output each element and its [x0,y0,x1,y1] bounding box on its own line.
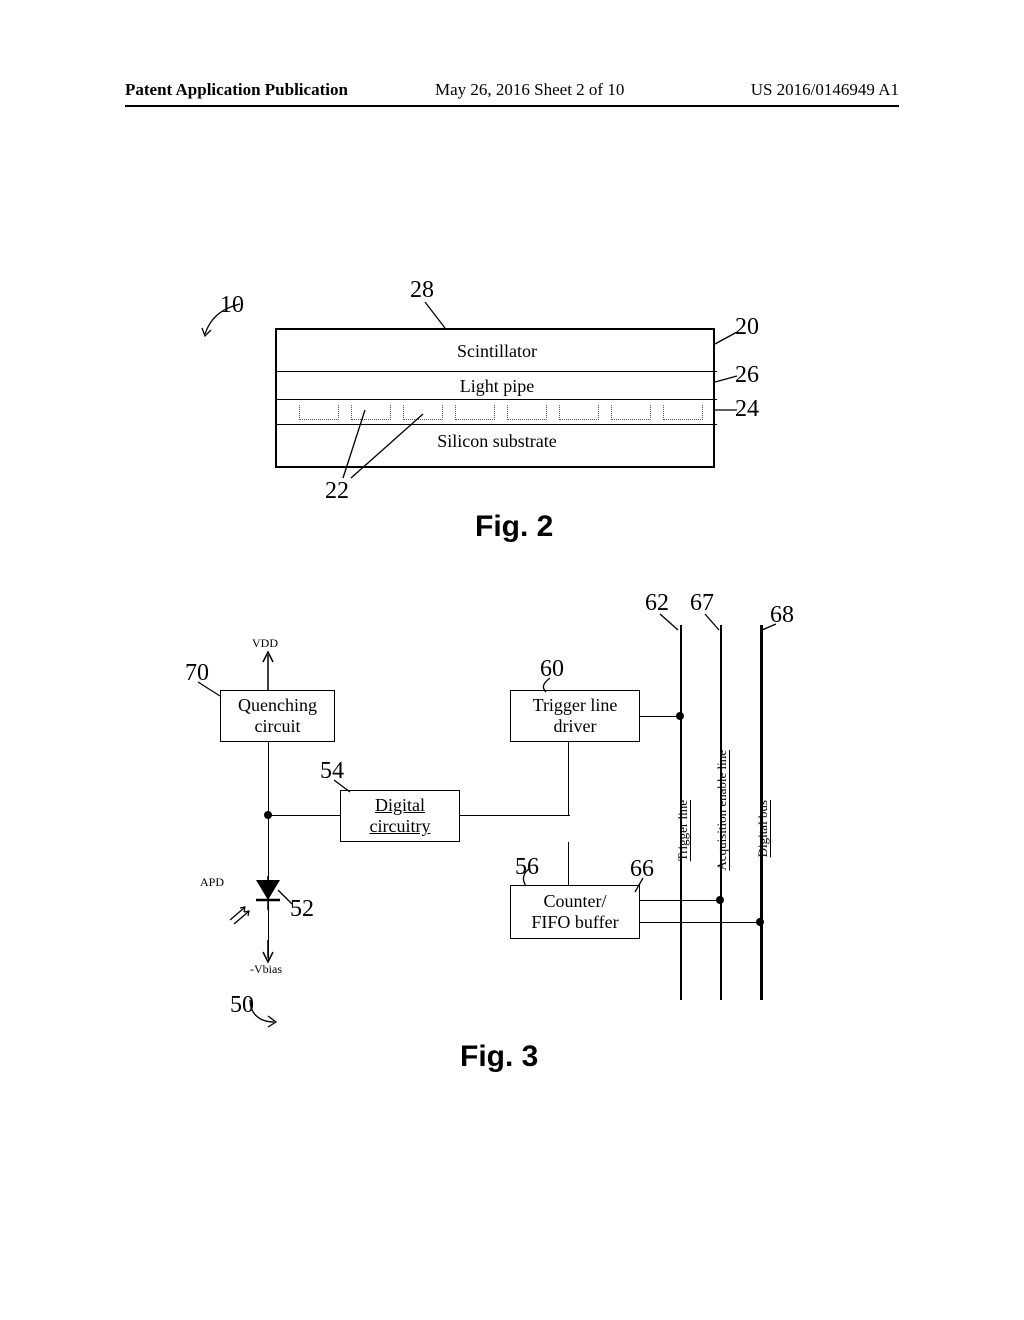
fig3-label: Fig. 3 [460,1040,538,1074]
counter-fifo-box: Counter/ FIFO buffer [510,885,640,939]
fig2-detector-slot [663,405,703,420]
counter-fifo-label: Counter/ FIFO buffer [531,891,618,932]
fig2-scintillator-layer: Scintillator [277,330,717,372]
quenching-circuit-label: Quenching circuit [238,695,317,736]
fig2-detector-slot [455,405,495,420]
ref-28: 28 [410,277,434,304]
fig2-detector-slot [559,405,599,420]
vdd-label: VDD [252,636,278,651]
quenching-circuit-box: Quenching circuit [220,690,335,742]
light-arrows-icon [230,900,260,924]
ref-22: 22 [325,478,349,505]
fig2-label: Fig. 2 [475,510,553,544]
vbias-label: -Vbias [250,962,282,977]
digital-circuitry-label: Digital circuitry [370,795,431,836]
header-rule [125,105,899,107]
trigger-line-label: Trigger line [675,800,691,861]
fig2-light-pipe-layer: Light pipe [277,372,717,400]
digital-circuitry-box: Digital circuitry [340,790,460,842]
header-date-sheet: May 26, 2016 Sheet 2 of 10 [435,80,624,100]
header-doc-number: US 2016/0146949 A1 [751,80,899,100]
fig2-detector-slot [611,405,651,420]
header-publication: Patent Application Publication [125,80,348,100]
digital-bus-label: Digital bus [755,800,771,857]
figure-2: Scintillator Light pipe Silicon substrat… [275,310,735,480]
fig2-detector-slot [299,405,339,420]
ref-62: 62 [645,590,669,617]
figure-3: Trigger line Acquisition enable line Dig… [190,600,830,1030]
acq-enable-line-label: Acquisition enable line [714,750,730,871]
apd-label: APD [200,875,224,890]
trigger-line-driver-label: Trigger line driver [533,695,618,736]
fig2-detector-slot [351,405,391,420]
trigger-line-driver-box: Trigger line driver [510,690,640,742]
fig2-outer-box: Scintillator Light pipe Silicon substrat… [275,328,715,468]
fig2-detector-slot [403,405,443,420]
ref-67: 67 [690,590,714,617]
fig2-detector-slot [507,405,547,420]
